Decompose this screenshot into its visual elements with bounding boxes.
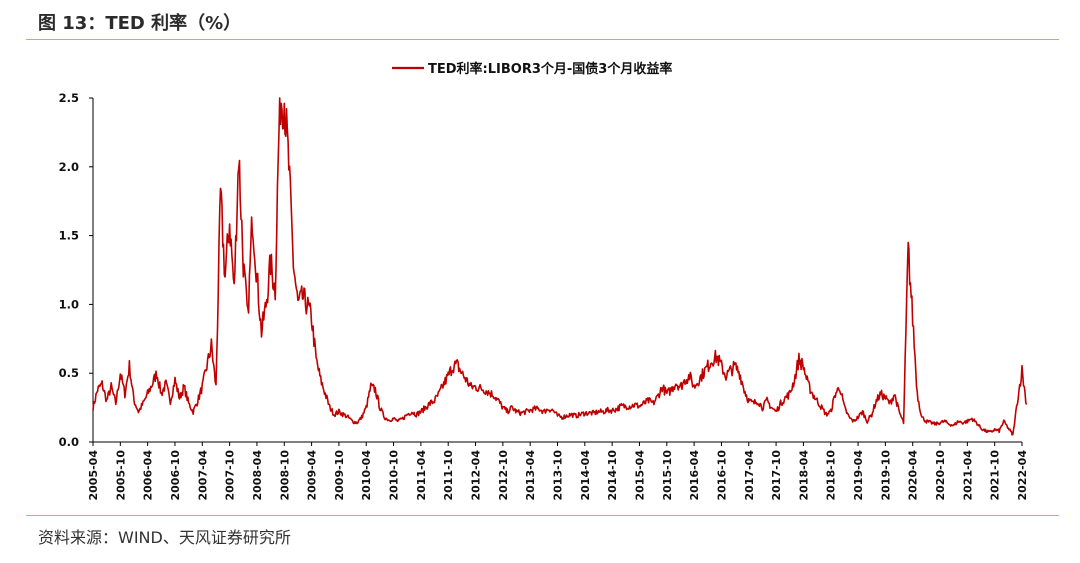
x-tick-label: 2010-04: [360, 450, 373, 501]
x-tick-label: 2021-10: [989, 450, 1002, 501]
x-tick-label: 2014-04: [579, 450, 592, 501]
x-tick-label: 2012-04: [470, 450, 483, 501]
x-tick-label: 2019-10: [879, 450, 892, 501]
x-tick-label: 2019-04: [852, 450, 865, 501]
x-tick-label: 2005-10: [114, 450, 127, 501]
y-tick-label: 2.0: [59, 160, 79, 174]
x-tick-label: 2015-10: [661, 450, 674, 501]
x-tick-label: 2015-04: [633, 450, 646, 501]
figure-title: 图 13：TED 利率（%）: [38, 13, 242, 34]
x-tick-label: 2011-04: [415, 450, 428, 501]
x-tick-label: 2021-04: [961, 450, 974, 501]
x-tick-label: 2017-04: [743, 450, 756, 501]
x-tick-label: 2013-04: [524, 450, 537, 501]
x-tick-label: 2022-04: [1016, 450, 1029, 501]
y-tick-label: 0.5: [59, 366, 79, 380]
y-tick-label: 2.5: [59, 91, 79, 105]
footer-rule: [26, 515, 1059, 516]
x-tick-label: 2007-04: [196, 450, 209, 501]
x-tick-label: 2009-04: [306, 450, 319, 501]
x-tick-label: 2011-10: [442, 450, 455, 501]
x-tick-label: 2009-10: [333, 450, 346, 501]
x-tick-label: 2013-10: [552, 450, 565, 501]
source-note: 资料来源：WIND、天风证券研究所: [38, 528, 291, 547]
x-tick-label: 2020-10: [934, 450, 947, 501]
ted-spread-chart: TED利率:LIBOR3个月-国债3个月收益率 0.0 0.5 1.0 1.5 2.0 2…: [59, 61, 1029, 501]
x-tick-label: 2008-10: [278, 450, 291, 501]
header-rule: [26, 39, 1059, 40]
x-tick-label: 2018-04: [797, 450, 810, 501]
x-tick-label: 2014-10: [606, 450, 619, 501]
x-tick-label: 2016-04: [688, 450, 701, 501]
x-tick-label: 2006-10: [169, 450, 182, 501]
x-axis-ticks: 2005-04 2005-10 2006-04 2006-10 2007-04 2007-…: [87, 442, 1029, 501]
x-tick-label: 2006-04: [142, 450, 155, 501]
x-tick-label: 2010-10: [388, 450, 401, 501]
y-tick-label: 1.0: [59, 297, 79, 311]
x-tick-label: 2005-04: [87, 450, 100, 501]
x-tick-label: 2016-10: [715, 450, 728, 501]
x-tick-label: 2012-10: [497, 450, 510, 501]
x-tick-label: 2020-04: [907, 450, 920, 501]
x-tick-label: 2007-10: [224, 450, 237, 501]
ted-series-line: [92, 97, 1028, 436]
legend-label: TED利率:LIBOR3个月-国债3个月收益率: [428, 61, 672, 77]
x-tick-label: 2018-10: [825, 450, 838, 501]
chart-legend: TED利率:LIBOR3个月-国债3个月收益率: [392, 61, 672, 77]
x-tick-label: 2017-10: [770, 450, 783, 501]
y-tick-label: 1.5: [59, 229, 79, 243]
x-tick-label: 2008-04: [251, 450, 264, 501]
y-axis-ticks: 0.0 0.5 1.0 1.5 2.0 2.5: [59, 91, 93, 449]
plot-area: [92, 97, 1028, 436]
y-tick-label: 0.0: [59, 435, 79, 449]
